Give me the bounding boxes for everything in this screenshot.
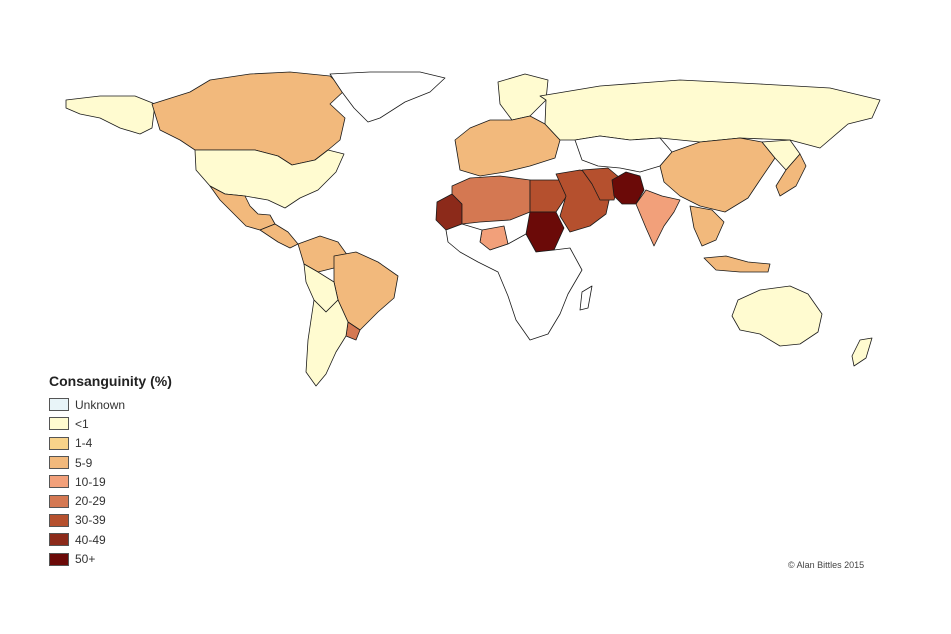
region-sub-saharan-africa xyxy=(445,223,583,341)
region-scandinavia xyxy=(497,73,549,121)
legend-swatch xyxy=(49,513,69,527)
legend-item: <1 xyxy=(49,414,172,433)
legend-label: 20-29 xyxy=(75,494,106,509)
region-iran xyxy=(581,167,621,201)
region-india xyxy=(635,189,681,247)
region-argentina-chile xyxy=(305,299,349,387)
region-pakistan-afghanistan xyxy=(611,171,645,205)
region-southeast-asia xyxy=(689,205,725,247)
legend-title: Consanguinity (%) xyxy=(49,373,172,389)
region-greenland xyxy=(329,71,446,123)
region-new-zealand xyxy=(851,337,873,367)
legend-item: 10-19 xyxy=(49,472,172,491)
legend-item: 40-49 xyxy=(49,530,172,549)
region-usa xyxy=(194,149,345,209)
region-china xyxy=(659,137,776,213)
legend-item: 5-9 xyxy=(49,453,172,472)
legend-label: 50+ xyxy=(75,552,96,567)
legend-label: 5-9 xyxy=(75,455,93,470)
legend-swatch xyxy=(49,494,69,508)
legend-label: 40-49 xyxy=(75,532,106,547)
legend-item: Unknown xyxy=(49,395,172,414)
legend-swatch xyxy=(49,417,69,431)
legend-swatch xyxy=(49,398,69,412)
legend-swatch xyxy=(49,533,69,547)
region-western-europe xyxy=(454,115,561,177)
legend-item: 20-29 xyxy=(49,491,172,510)
legend-label: 1-4 xyxy=(75,436,93,451)
legend-label: Unknown xyxy=(75,397,126,412)
region-central-asia xyxy=(574,135,673,173)
legend-item: 50+ xyxy=(49,549,172,568)
legend-item: 1-4 xyxy=(49,434,172,453)
region-russia xyxy=(539,79,881,149)
region-egypt xyxy=(529,179,569,213)
legend-label: 10-19 xyxy=(75,474,106,489)
region-madagascar xyxy=(579,285,593,311)
region-north-africa-west xyxy=(451,175,531,225)
legend-swatch xyxy=(49,436,69,450)
legend-item: 30-39 xyxy=(49,511,172,530)
legend-label: 30-39 xyxy=(75,513,106,528)
region-indonesia xyxy=(703,255,771,273)
region-alaska xyxy=(65,95,156,135)
region-mexico xyxy=(209,185,276,231)
map-legend: Consanguinity (%) Unknown <1 1-4 5-9 10-19 20… xyxy=(49,373,172,569)
region-central-america xyxy=(259,223,299,249)
region-australia xyxy=(731,285,823,347)
region-japan xyxy=(775,153,807,197)
legend-label: <1 xyxy=(75,416,89,431)
legend-items: Unknown <1 1-4 5-9 10-19 20-29 30-39 40-49 50+ xyxy=(49,395,172,569)
legend-swatch xyxy=(49,475,69,489)
legend-swatch xyxy=(49,552,69,566)
legend-swatch xyxy=(49,456,69,470)
copyright-credit: © Alan Bittles 2015 xyxy=(788,560,865,570)
